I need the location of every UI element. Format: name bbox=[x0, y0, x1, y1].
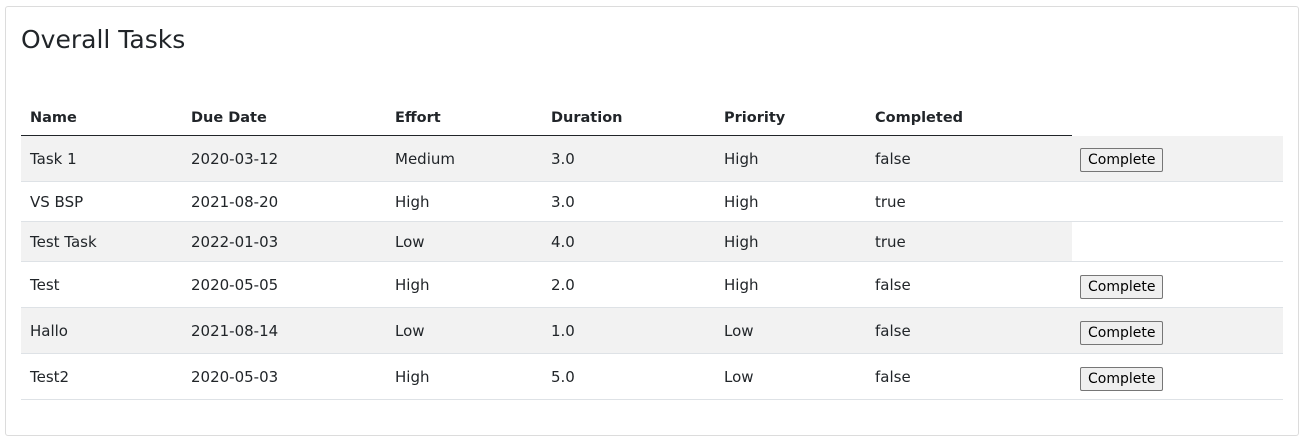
header-name: Name bbox=[21, 100, 182, 136]
complete-button[interactable]: Complete bbox=[1080, 148, 1164, 173]
table-row: Hallo 2021-08-14 Low 1.0 Low false Compl… bbox=[21, 307, 1283, 354]
cell-due-date: 2021-08-20 bbox=[191, 192, 279, 211]
header-priority: Priority bbox=[715, 100, 866, 136]
cell-action bbox=[1072, 221, 1283, 262]
cell-effort: Low bbox=[386, 307, 542, 354]
cell-action: Complete bbox=[1072, 354, 1283, 400]
cell-effort: Low bbox=[386, 221, 542, 262]
cell-priority: High bbox=[715, 135, 866, 182]
header-action bbox=[1072, 100, 1283, 136]
cell-name: Test Task bbox=[21, 221, 182, 262]
cell-action: Complete bbox=[1072, 135, 1283, 182]
table-row: Test2 2020-05-03 High 5.0 Low false Comp… bbox=[21, 354, 1283, 400]
cell-completed: false bbox=[875, 275, 911, 294]
page-title: Overall Tasks bbox=[21, 25, 186, 54]
header-duration: Duration bbox=[542, 100, 715, 136]
complete-button[interactable]: Complete bbox=[1080, 274, 1164, 299]
cell-priority: High bbox=[724, 275, 759, 294]
header-due-date: Due Date bbox=[182, 100, 386, 136]
cell-priority: High bbox=[724, 192, 759, 211]
cell-priority: Low bbox=[715, 307, 866, 354]
cell-name: Test2 bbox=[30, 367, 70, 386]
cell-duration: 5.0 bbox=[551, 367, 575, 386]
cell-due-date: 2020-05-05 bbox=[191, 275, 279, 294]
cell-due-date: 2022-01-03 bbox=[182, 221, 386, 262]
cell-completed: true bbox=[866, 221, 1072, 262]
header-completed: Completed bbox=[866, 100, 1072, 136]
table-row: Test 2020-05-05 High 2.0 High false Comp… bbox=[21, 262, 1283, 308]
cell-action bbox=[1072, 182, 1283, 222]
complete-button[interactable]: Complete bbox=[1080, 320, 1164, 345]
table-row: Test Task 2022-01-03 Low 4.0 High true bbox=[21, 221, 1283, 262]
cell-duration: 3.0 bbox=[542, 135, 715, 182]
table-header-row: Name Due Date Effort Duration Priority C… bbox=[21, 100, 1283, 136]
cell-name: Hallo bbox=[21, 307, 182, 354]
cell-name: Test bbox=[30, 275, 60, 294]
cell-name: Task 1 bbox=[21, 135, 182, 182]
cell-effort: High bbox=[395, 192, 430, 211]
tasks-card: Overall Tasks Name Due Date Effort Durat… bbox=[5, 6, 1299, 436]
cell-name: VS BSP bbox=[30, 192, 84, 211]
cell-duration: 4.0 bbox=[542, 221, 715, 262]
complete-button[interactable]: Complete bbox=[1080, 366, 1164, 391]
cell-priority: Low bbox=[724, 367, 754, 386]
cell-action: Complete bbox=[1072, 262, 1283, 308]
cell-completed: true bbox=[875, 192, 906, 211]
cell-priority: High bbox=[715, 221, 866, 262]
cell-due-date: 2020-05-03 bbox=[191, 367, 279, 386]
cell-effort: Medium bbox=[386, 135, 542, 182]
cell-due-date: 2021-08-14 bbox=[182, 307, 386, 354]
cell-duration: 2.0 bbox=[551, 275, 575, 294]
cell-effort: High bbox=[395, 367, 430, 386]
cell-completed: false bbox=[866, 135, 1072, 182]
cell-duration: 1.0 bbox=[542, 307, 715, 354]
header-effort: Effort bbox=[386, 100, 542, 136]
cell-effort: High bbox=[395, 275, 430, 294]
table-row: VS BSP 2021-08-20 High 3.0 High true bbox=[21, 182, 1283, 222]
table-row: Task 1 2020-03-12 Medium 3.0 High false … bbox=[21, 135, 1283, 182]
cell-action: Complete bbox=[1072, 307, 1283, 354]
cell-duration: 3.0 bbox=[551, 192, 575, 211]
cell-completed: false bbox=[866, 307, 1072, 354]
cell-completed: false bbox=[875, 367, 911, 386]
tasks-table: Name Due Date Effort Duration Priority C… bbox=[21, 100, 1283, 400]
cell-due-date: 2020-03-12 bbox=[182, 135, 386, 182]
